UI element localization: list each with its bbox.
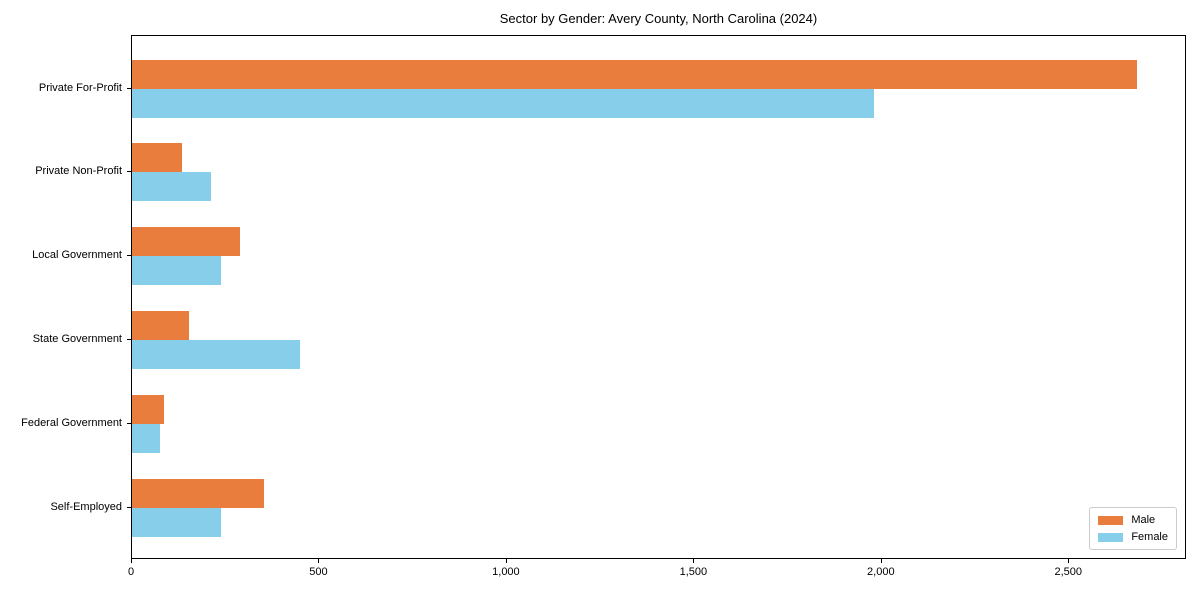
legend: Male Female [1089,507,1177,550]
x-tick-mark [318,559,320,563]
x-axis-label-3: 1,500 [679,566,708,578]
y-tick-mark [127,338,131,340]
legend-swatch-female [1098,532,1124,542]
bar-female-self-employed [132,507,222,537]
bar-male-private-for-profit [132,59,1137,89]
y-tick-mark [127,171,131,173]
x-axis-label-2: 1,000 [492,566,520,578]
bar-male-federal-government [132,394,164,424]
legend-item-female: Female [1098,531,1168,543]
y-tick-mark [127,506,131,508]
bar-male-local-government [132,227,240,257]
x-axis-label-0: 0 [127,566,135,578]
y-axis-label-private-for-profit: Private For-Profit [38,81,122,94]
bar-female-local-government [132,256,222,286]
x-tick-mark [505,559,507,563]
y-axis-label-private-non-profit: Private Non-Profit [35,165,122,178]
x-tick-mark [880,559,882,563]
y-tick-mark [127,87,131,89]
legend-swatch-male [1098,515,1124,525]
x-axis-label-4: 2,000 [867,566,895,578]
plot-area: Male Female [131,35,1186,559]
x-tick-mark [1068,559,1070,563]
bar-female-private-non-profit [132,172,212,202]
bar-female-federal-government [132,423,161,453]
y-tick-mark [127,422,131,424]
legend-label-male: Male [1131,514,1156,526]
y-axis-label-federal-government: Federal Government [21,416,122,429]
bar-female-private-for-profit [132,88,875,118]
y-axis-label-state-government: State Government [32,332,122,345]
x-tick-mark [131,559,132,563]
y-axis-label-self-employed: Self-Employed [50,500,122,513]
bar-female-state-government [132,339,301,369]
y-tick-mark [127,255,131,257]
x-axis-label-5: 2,500 [1054,566,1083,578]
x-tick-mark [693,559,695,563]
bar-male-private-non-profit [132,143,182,173]
y-axis-label-local-government: Local Government [32,249,122,262]
chart-title: Sector by Gender: Avery County, North Ca… [499,11,818,26]
legend-item-male: Male [1098,514,1168,526]
bar-male-self-employed [132,478,264,508]
legend-label-female: Female [1131,531,1168,543]
x-axis-label-1: 500 [309,566,328,578]
bar-male-state-government [132,310,189,340]
